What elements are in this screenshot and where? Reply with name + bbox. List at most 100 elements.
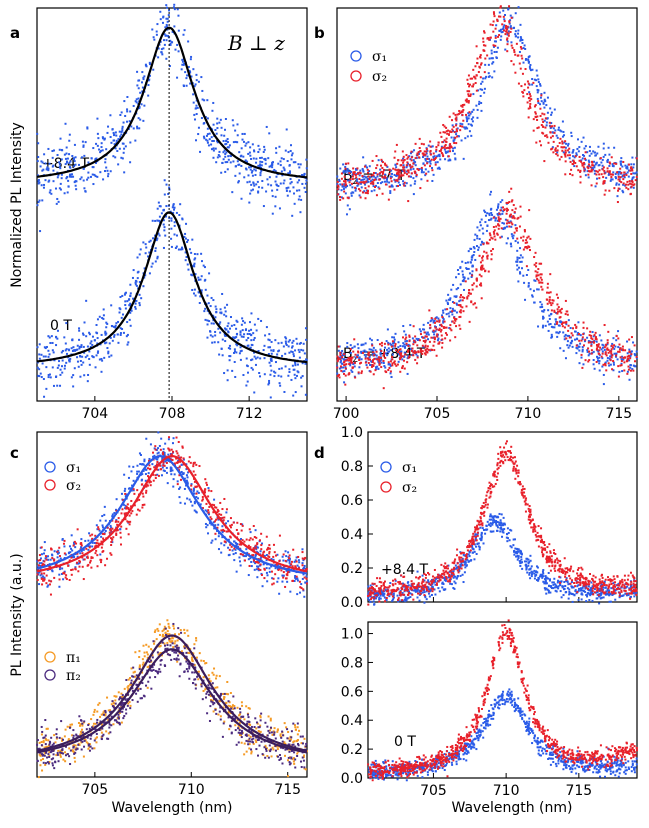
panel-a-series-1-point — [45, 366, 48, 369]
panel-b-group-1-series-1-point — [336, 360, 339, 363]
panel-b-group-0-series-1-point — [631, 169, 634, 172]
panel-b-group-0-series-1-point — [510, 16, 513, 19]
panel-c-group-0-series-0-point — [38, 583, 41, 586]
panel-b-group-1-series-1-point — [545, 298, 548, 301]
panel-b-group-0-series-1-point — [447, 155, 450, 158]
panel-b-group-1-series-0-point — [556, 335, 559, 338]
panel-a-series-1-point — [83, 374, 86, 377]
panel-b-group-0-series-0-point — [422, 171, 425, 174]
panel-a-series-1-point — [291, 346, 294, 349]
panel-b-group-1-series-0-point — [360, 350, 363, 353]
panel-b-group-0-series-1-point — [467, 74, 470, 77]
panel-b-group-1-series-1-point — [529, 249, 532, 252]
panel-b-group-0-series-1-point — [340, 177, 343, 180]
panel-c-group-0-series-0-point — [294, 559, 297, 562]
panel-b-group-0-series-0-point — [345, 213, 348, 216]
panel-b-group-1-series-0-point — [517, 266, 520, 269]
panel-b-group-1-series-1-point — [606, 339, 609, 342]
panel-c-group-0-series-0-point — [193, 492, 196, 495]
panel-b-group-0-series-1-point — [337, 185, 340, 188]
panel-b-group-1-series-1-point — [599, 346, 602, 349]
panel-b-group-0-series-1-point — [582, 163, 585, 166]
panel-b-group-0-series-1-point — [402, 168, 405, 171]
panel-b-group-0-series-0-point — [550, 111, 553, 114]
panel-a-series-0-point — [208, 132, 211, 135]
panel-b-group-0-series-1-point — [630, 172, 633, 175]
panel-b-group-0-series-1-point — [608, 161, 611, 164]
panel-c-group-0-series-1-point — [252, 547, 255, 550]
panel-b-group-1-series-0-point — [414, 340, 417, 343]
panel-a-series-1-point — [134, 302, 137, 305]
panel-a-series-1-point — [212, 322, 215, 325]
panel-a-series-1-point — [290, 350, 293, 353]
panel-c-group-0-series-1-point — [41, 583, 44, 586]
panel-b-group-0-series-0-point — [503, 24, 506, 27]
panel-a-series-1-point — [211, 341, 214, 344]
panel-b-group-0-series-1-point — [575, 165, 578, 168]
panel-b-group-0-series-0-point — [582, 154, 585, 157]
panel-a-series-0-point — [264, 162, 267, 165]
panel-b-group-1-series-1-point — [581, 336, 584, 339]
panel-b-group-0-series-0-point — [355, 167, 358, 170]
panel-b-group-1-series-0-point — [491, 213, 494, 216]
panel-b-group-1-series-0-point — [487, 219, 490, 222]
panel-b-group-0-series-0-point — [372, 185, 375, 188]
panel-a-series-0-point — [166, 28, 169, 31]
panel-b-group-0-series-0-point — [539, 96, 542, 99]
panel-b-group-0-series-1-point — [344, 179, 347, 182]
panel-a-series-1-point — [280, 367, 283, 370]
panel-c-group-0-series-1-point — [193, 480, 196, 483]
panel-b-group-1-series-1-point — [541, 281, 544, 284]
panel-b-group-0-series-0-point — [472, 116, 475, 119]
panel-b-group-1-series-1-point — [587, 360, 590, 363]
panel-b-group-0-series-0-point — [504, 13, 507, 16]
panel-a-series-1-point — [301, 375, 304, 378]
panel-a-series-1-point — [228, 355, 231, 358]
panel-c-group-0-series-1-point — [282, 576, 285, 579]
panel-a-series-0-point — [37, 180, 40, 183]
panel-c-group-0-series-0-point — [303, 595, 306, 598]
panel-a-series-0-point — [110, 141, 113, 144]
panel-a-series-0-point — [226, 168, 229, 171]
panel-b-group-1-series-1-point — [491, 237, 494, 240]
panel-c-group-0-series-0-point — [256, 551, 259, 554]
panel-a-series-0-point — [137, 87, 140, 90]
panel-a-series-0-point — [117, 138, 120, 141]
panel-b-group-1-series-0-point — [392, 347, 395, 350]
panel-b-group-0-series-0-point — [479, 88, 482, 91]
panel-b-group-0-series-0-point — [452, 147, 455, 150]
panel-c-group-0-series-0-point — [101, 526, 104, 529]
panel-b-group-1-series-0-point — [559, 347, 562, 350]
panel-b-group-0-series-0-point — [388, 181, 391, 184]
panel-a-series-0-point — [194, 83, 197, 86]
panel-a-series-0-point — [299, 163, 302, 166]
panel-b-group-1-series-1-point — [604, 351, 607, 354]
panel-a-series-1-point — [154, 219, 157, 222]
panel-b-group-1-series-0-point — [401, 358, 404, 361]
panel-a-series-0-point — [234, 174, 237, 177]
panel-b-group-1-series-1-point — [505, 201, 508, 204]
panel-c-group-0-series-0-point — [157, 447, 160, 450]
panel-b-group-1-series-0-point — [371, 349, 374, 352]
panel-a-series-0-point — [289, 149, 292, 152]
panel-a-series-0-point — [87, 161, 90, 164]
panel-a-series-1-point — [124, 307, 127, 310]
panel-b-group-1-series-1-point — [559, 309, 562, 312]
panel-a-series-1-point — [268, 339, 271, 342]
panel-c-group-0-series-0-point — [148, 457, 151, 460]
panel-a-series-1-point — [68, 360, 71, 363]
panel-b-group-0-series-0-point — [594, 163, 597, 166]
panel-a-series-0-point — [163, 33, 166, 36]
panel-c-group-0-series-1-point — [173, 462, 176, 465]
panel-a-series-0-point — [61, 149, 64, 152]
panel-b-group-0-series-1-point — [520, 54, 523, 57]
panel-b-group-0-series-0-point — [536, 74, 539, 77]
panel-c-group-0-series-0-point — [115, 508, 118, 511]
panel-a-series-1-point — [236, 320, 239, 323]
panel-b-group-0-series-0-point — [409, 184, 412, 187]
panel-a-series-1-point — [268, 382, 271, 385]
panel-a-series-1-point — [234, 375, 237, 378]
panel-b-group-1-series-0-point — [384, 346, 387, 349]
panel-b-group-0-series-1-point — [400, 174, 403, 177]
panel-b-group-1-series-1-point — [557, 306, 560, 309]
